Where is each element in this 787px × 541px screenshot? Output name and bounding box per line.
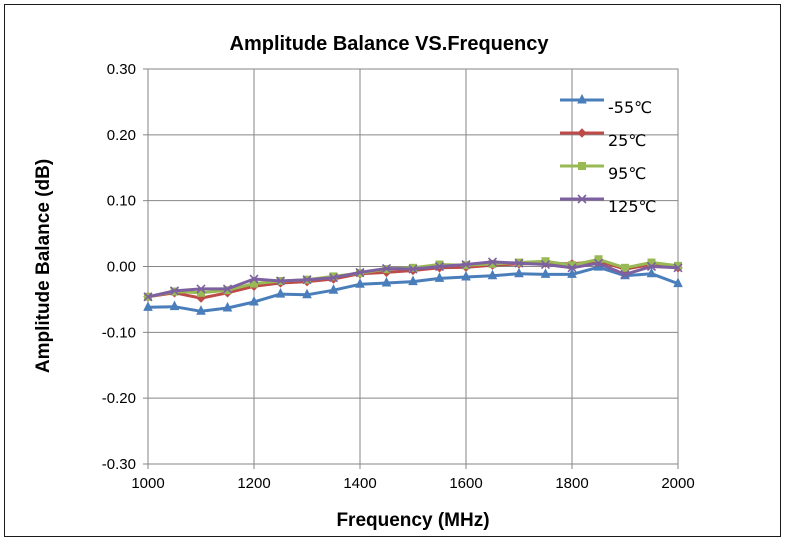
data-point (275, 288, 286, 298)
data-point (514, 258, 524, 268)
data-point (222, 284, 233, 294)
data-point (143, 292, 153, 302)
legend: -55℃ 25℃ 95℃ 125℃ (560, 93, 657, 216)
data-point (302, 288, 312, 299)
data-point (620, 269, 630, 279)
data-point (434, 261, 445, 272)
diamond-marker (577, 128, 587, 138)
tick-labels: 0.30 0.20 0.10 0.00 -0.10 -0.20 -0.30 1000 1200 1… (102, 61, 695, 492)
data-point (540, 268, 551, 278)
data-point (302, 275, 312, 285)
y-tick-label: 0.20 (107, 127, 136, 144)
y-tick-label: 0.30 (107, 61, 136, 78)
data-point (381, 263, 392, 274)
legend-item: 125℃ (560, 194, 657, 216)
data-point (461, 270, 471, 281)
y-tick-label: 0.10 (107, 193, 136, 210)
series-4 (143, 257, 683, 302)
data-point (275, 276, 286, 286)
legend-label: -55℃ (608, 98, 652, 117)
data-point (487, 257, 498, 267)
data-point (355, 278, 365, 288)
series-1 (143, 261, 683, 315)
triangle-marker (577, 93, 587, 104)
y-tick-label: -0.20 (102, 390, 136, 407)
legend-label: 95℃ (608, 164, 646, 183)
data-point (461, 259, 471, 270)
data-point (169, 286, 180, 296)
legend-item: -55℃ (560, 93, 652, 117)
data-point (169, 300, 180, 311)
data-point (222, 301, 233, 312)
series-group (143, 255, 683, 315)
x-tick-label: 1600 (449, 475, 482, 492)
data-point (249, 274, 259, 284)
y-axis-title: Amplitude Balance (dB) (33, 159, 54, 373)
x-tick-label: 1000 (131, 475, 164, 492)
x-marker (577, 194, 587, 204)
data-point (593, 258, 604, 268)
y-tick-label: -0.30 (102, 456, 136, 473)
data-point (434, 272, 445, 282)
y-tick-label: -0.10 (102, 324, 136, 341)
x-tick-label: 2000 (661, 475, 694, 492)
data-point (621, 263, 629, 272)
data-point (514, 267, 524, 278)
data-point (196, 284, 206, 294)
data-point (646, 261, 657, 272)
data-point (540, 259, 551, 270)
x-tick-label: 1800 (555, 475, 588, 492)
square-marker (578, 162, 586, 170)
legend-item: 25℃ (560, 128, 646, 150)
data-point (487, 269, 498, 280)
data-point (328, 273, 339, 283)
data-point (408, 264, 418, 274)
y-tick-label: 0.00 (107, 259, 136, 276)
data-point (567, 268, 577, 278)
data-point (196, 305, 206, 315)
data-point (673, 277, 683, 288)
legend-item: 95℃ (560, 162, 646, 183)
legend-label: 25℃ (608, 131, 646, 150)
data-point (355, 267, 365, 277)
x-tick-label: 1200 (237, 475, 270, 492)
data-point (328, 284, 339, 294)
data-point (673, 263, 683, 273)
data-point (488, 259, 497, 268)
data-point (435, 260, 444, 269)
data-point (408, 275, 418, 286)
x-axis-title: Frequency (MHz) (336, 510, 489, 531)
chart-title: Amplitude Balance VS.Frequency (230, 33, 550, 55)
x-tick-label: 1400 (343, 475, 376, 492)
data-point (674, 261, 682, 270)
data-point (646, 267, 657, 278)
data-point (381, 276, 392, 287)
data-point (249, 295, 259, 306)
data-point (567, 263, 577, 273)
legend-label: 125℃ (608, 197, 657, 216)
data-point (143, 301, 153, 311)
